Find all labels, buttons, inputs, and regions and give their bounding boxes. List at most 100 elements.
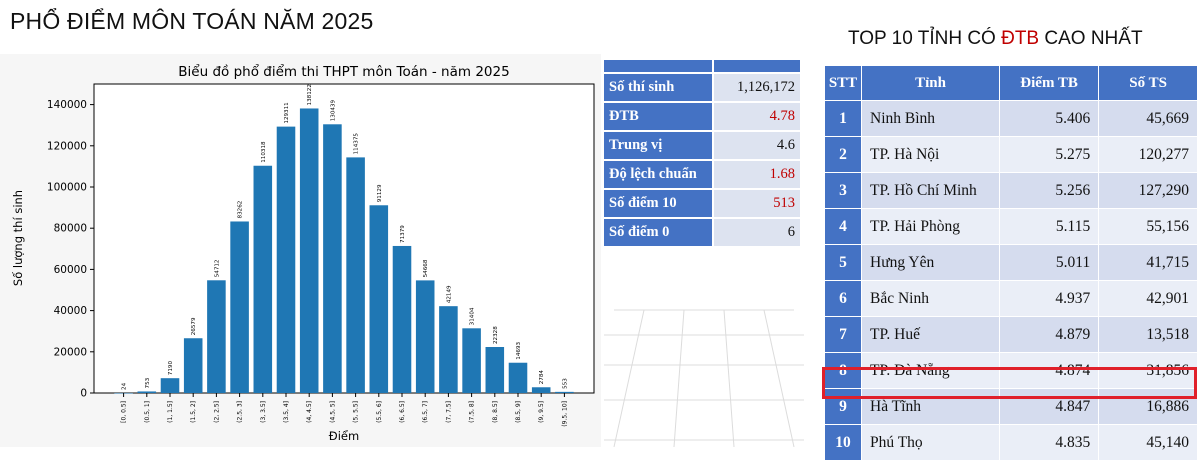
x-tick-label: (5, 5.5] (353, 401, 360, 423)
top10-avg-score: 5.275 (998, 136, 1100, 173)
x-tick-label: (6.5, 7] (422, 401, 429, 423)
bar (183, 338, 203, 393)
bar (276, 126, 296, 394)
y-tick-label: 80000 (54, 223, 87, 235)
top10-province: TP. Hồ Chí Minh (861, 172, 1000, 209)
header-province: Tỉnh (861, 65, 1000, 101)
top10-province: TP. Đà Nẵng (861, 352, 1000, 389)
top10-row: 9 Hà Tĩnh 4.847 16,886 (824, 388, 1198, 425)
stat-label: Số điểm 10 (604, 190, 713, 217)
y-tick-label: 40000 (54, 305, 87, 317)
top10-row: 4 TP. Hải Phòng 5.115 55,156 (824, 208, 1198, 245)
top10-title-prefix: TOP 10 TỈNH CÓ (848, 28, 1002, 49)
top10-row: 7 TP. Huế 4.879 13,518 (824, 316, 1198, 353)
top10-avg-score: 4.879 (998, 316, 1100, 353)
stats-row: Số thí sinh 1,126,172 (604, 74, 800, 101)
stat-value: 513 (712, 190, 800, 217)
bar (508, 362, 528, 393)
bar (531, 387, 551, 393)
bar (160, 378, 180, 393)
top10-row: 8 TP. Đà Nẵng 4.874 31,856 (824, 352, 1198, 389)
top10-candidates: 42,901 (1098, 280, 1198, 317)
top10-avg-score: 5.406 (998, 100, 1100, 137)
top10-title-accent: ĐTB (1001, 28, 1040, 49)
x-tick-label: (8, 8.5] (492, 401, 499, 423)
bar-value-label: 83262 (238, 201, 244, 219)
top10-candidates: 41,715 (1098, 244, 1198, 281)
y-tick-label: 20000 (54, 346, 87, 358)
stat-label: Trung vị (604, 132, 713, 159)
top10-rank: 2 (824, 136, 862, 173)
x-tick-label: (1.5, 2] (190, 401, 197, 423)
chart-title: Biểu đồ phổ điểm thi THPT môn Toán - năm… (178, 63, 509, 80)
y-axis-label: Số lượng thí sinh (11, 190, 25, 286)
top10-avg-score: 4.847 (998, 388, 1100, 425)
top10-rank: 8 (824, 352, 862, 389)
top10-candidates: 45,669 (1098, 100, 1198, 137)
top10-row: 6 Bắc Ninh 4.937 42,901 (824, 280, 1198, 317)
y-axis-ticks: 0 20000 40000 60000 80000 100000 120000 140000 (47, 99, 94, 400)
bar (253, 165, 273, 393)
bar-value-label: 24 (122, 382, 128, 390)
bar (555, 391, 574, 393)
bar-value-label: 42149 (446, 285, 452, 303)
bar-value-label: 26579 (191, 317, 197, 335)
x-tick-label: (0.5, 1] (144, 401, 151, 423)
top10-rank: 9 (824, 388, 862, 425)
top10-row: 3 TP. Hồ Chí Minh 5.256 127,290 (824, 172, 1198, 209)
bar-value-label: 114375 (354, 133, 360, 155)
bar-value-label: 54712 (214, 259, 220, 277)
bar-value-label: 71379 (400, 225, 406, 243)
bar-value-label: 553 (562, 378, 568, 389)
x-tick-label: (5.5, 6] (376, 401, 383, 423)
x-tick-label: (1, 1.5] (167, 401, 174, 423)
x-tick-label: [0, 0.5] (121, 401, 128, 423)
x-tick-label: (6, 6.5] (399, 401, 406, 423)
stat-value: 4.78 (712, 103, 800, 130)
bar-value-label: 22328 (493, 326, 499, 344)
x-axis-ticks: [0, 0.5] (0.5, 1] (1, 1.5] (1.5, 2] (2, 2.5]… (121, 393, 568, 427)
bar-value-label: 91129 (377, 184, 383, 202)
y-tick-label: 0 (80, 388, 87, 400)
top10-title-suffix: CAO NHẤT (1039, 28, 1143, 49)
stats-row: Số điểm 10 513 (604, 190, 800, 217)
stats-header-row (604, 60, 800, 72)
bar (415, 280, 435, 393)
top10-provinces-table: STT Tỉnh Điểm TB Số TS 1 Ninh Bình 5.406 45… (824, 65, 1198, 461)
y-tick-label: 60000 (54, 264, 87, 276)
stat-value: 1.68 (712, 161, 800, 188)
top10-avg-score: 5.011 (998, 244, 1100, 281)
top10-rank: 5 (824, 244, 862, 281)
bar-value-label: 138122 (307, 84, 313, 105)
top10-row: 1 Ninh Bình 5.406 45,669 (824, 100, 1198, 137)
bar (207, 280, 226, 393)
chart-panel: Biểu đồ phổ điểm thi THPT môn Toán - năm… (0, 54, 601, 447)
bar (439, 306, 458, 393)
x-tick-label: (7.5, 8] (469, 401, 476, 423)
bar (462, 328, 481, 393)
bar (392, 245, 412, 393)
stat-value: 6 (712, 219, 800, 246)
top10-avg-score: 4.835 (998, 424, 1100, 461)
bar-value-label: 129311 (284, 102, 290, 124)
top10-province: TP. Huế (861, 316, 1000, 353)
stats-row: Độ lệch chuẩn 1.68 (604, 161, 800, 188)
plot-area (93, 83, 595, 394)
top10-rank: 4 (824, 208, 862, 245)
bar-value-label: 753 (145, 377, 151, 388)
x-tick-label: (4.5, 5] (329, 401, 336, 423)
top10-candidates: 16,886 (1098, 388, 1198, 425)
top10-candidates: 13,518 (1098, 316, 1198, 353)
top10-rank: 1 (824, 100, 862, 137)
top10-row: 5 Hưng Yên 5.011 41,715 (824, 244, 1198, 281)
bar-value-label: 7190 (168, 361, 174, 376)
bar (323, 124, 342, 394)
bar-value-label: 130439 (330, 100, 336, 122)
x-tick-label: (2, 2.5] (213, 401, 220, 423)
header-stt: STT (824, 65, 862, 101)
x-tick-label: (7, 7.5] (445, 401, 452, 423)
top10-candidates: 127,290 (1098, 172, 1198, 209)
score-distribution-chart: Biểu đồ phổ điểm thi THPT môn Toán - năm… (11, 63, 595, 443)
top10-avg-score: 4.874 (998, 352, 1100, 389)
